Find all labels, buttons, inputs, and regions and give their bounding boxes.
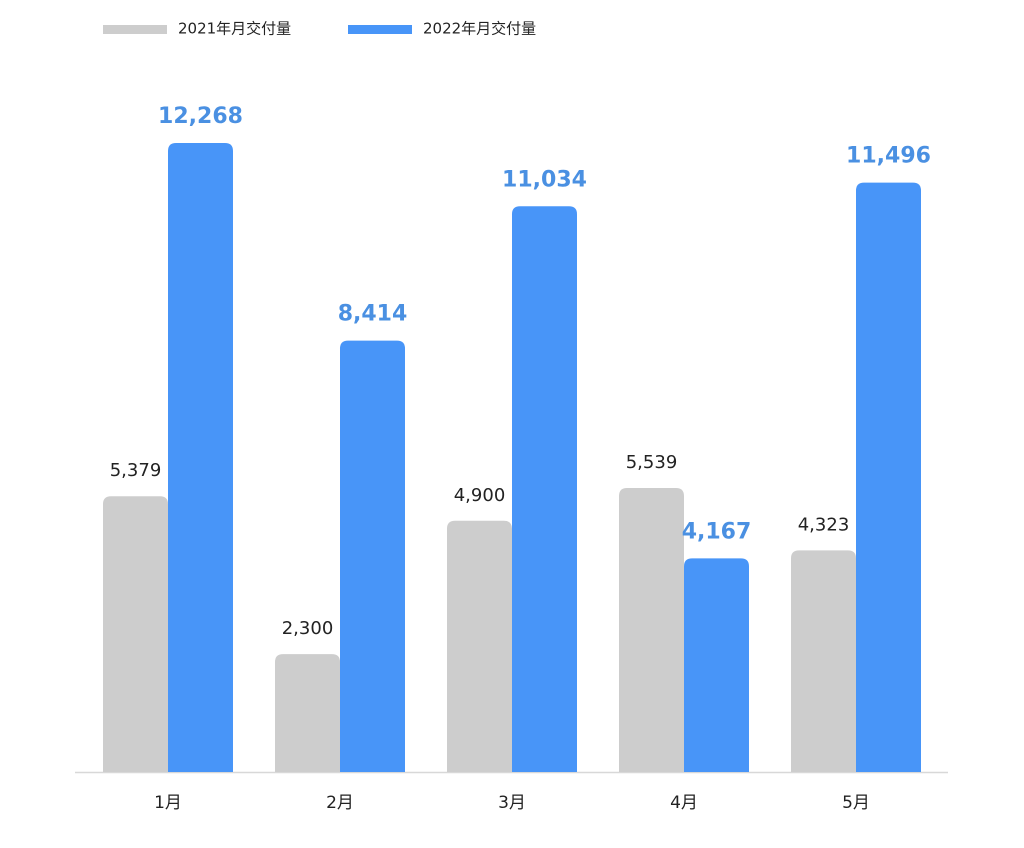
bar: [103, 496, 168, 772]
bar: [684, 558, 749, 772]
value-label: 8,414: [338, 302, 408, 327]
value-label: 4,900: [454, 485, 506, 506]
x-tick-label: 2月: [326, 793, 354, 813]
value-label: 5,379: [110, 460, 162, 481]
x-tick-label: 5月: [842, 793, 870, 813]
legend-swatch: [348, 25, 412, 34]
value-label: 12,268: [158, 104, 243, 129]
legend-label: 2021年月交付量: [178, 20, 291, 38]
bar: [275, 654, 340, 772]
bar: [791, 550, 856, 772]
legend-swatch: [103, 25, 167, 34]
legend-label: 2022年月交付量: [423, 20, 536, 38]
x-tick-label: 3月: [498, 793, 526, 813]
value-label: 11,496: [846, 144, 931, 169]
value-label: 5,539: [626, 452, 678, 473]
value-label: 4,167: [682, 519, 752, 544]
value-label: 11,034: [502, 167, 587, 192]
bar: [512, 206, 577, 772]
value-label: 4,323: [798, 514, 850, 535]
x-tick-label: 4月: [670, 793, 698, 813]
bar: [168, 143, 233, 772]
bar: [856, 182, 921, 773]
x-tick-label: 1月: [154, 793, 182, 813]
value-label: 2,300: [282, 618, 334, 639]
bar: [619, 488, 684, 772]
bar: [340, 340, 405, 772]
bar: [447, 520, 512, 772]
